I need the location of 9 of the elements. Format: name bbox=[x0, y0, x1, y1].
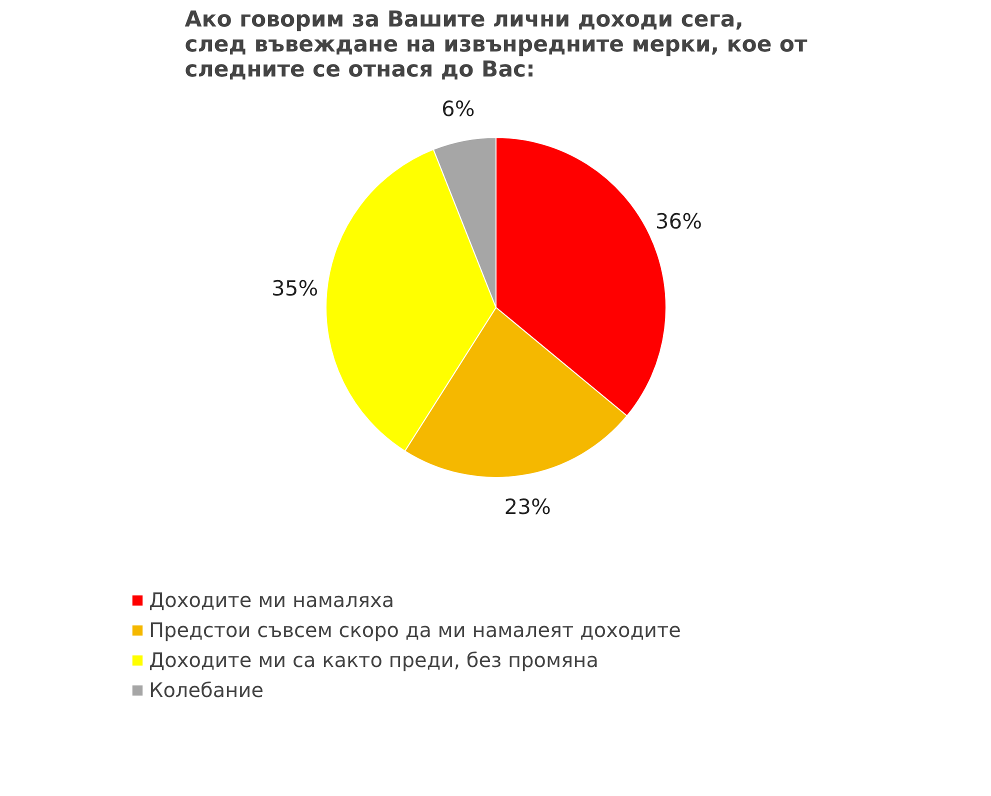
data-label: 35% bbox=[272, 276, 318, 300]
chart-title: Ако говорим за Вашите лични доходи сега, след въвеждане на извънредните мерки, кое от следните се отнася до Вас: bbox=[184, 8, 808, 82]
legend-label: Предстои съвсем скоро да ми намалеят доходите bbox=[149, 618, 681, 642]
legend-label: Доходите ми намаляха bbox=[149, 588, 394, 612]
data-label: 23% bbox=[504, 495, 551, 520]
data-label: 36% bbox=[655, 209, 702, 234]
legend-label: Колебание bbox=[149, 678, 264, 702]
data-label: 6% bbox=[441, 97, 475, 122]
legend-label: Доходите ми са както преди, без промяна bbox=[149, 648, 598, 672]
